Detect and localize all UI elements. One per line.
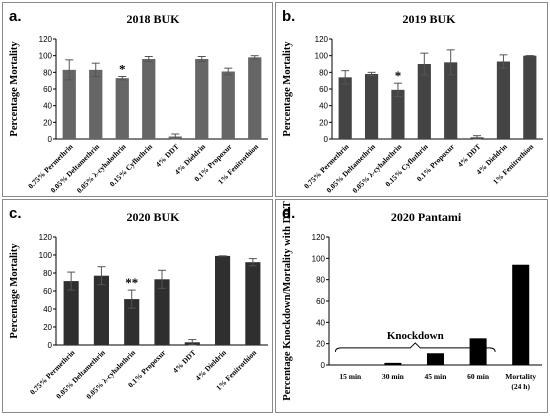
chart-panel-b: b. 2019 BUK Percentage Mortality 0 20 40 60 80 1… (275, 2, 548, 197)
y-tick-label: 120 (39, 35, 53, 44)
y-tick-label: 100 (39, 251, 53, 260)
y-tick-label: 100 (39, 52, 53, 61)
x-tick-label-line: 60 min (467, 372, 490, 381)
x-tick-label-line: 45 min (425, 372, 448, 381)
y-tick-label: 0 (324, 135, 329, 144)
significance-marker: * (395, 68, 402, 83)
x-tick-label-line: 30 min (382, 372, 405, 381)
y-tick-label: 40 (319, 102, 328, 111)
annotation-brace (334, 342, 496, 352)
x-tick-label-line: (24 h) (511, 382, 530, 391)
y-tick-label: 80 (316, 276, 325, 285)
y-tick-label: 20 (43, 323, 52, 332)
y-tick-label: 60 (319, 85, 328, 94)
annotation-text: Knockdown (387, 330, 444, 342)
x-tick-label: 45 min (425, 372, 448, 381)
chart-svg: c. 2020 BUK Percentage Mortality 0 20 40 60 80 1… (9, 205, 268, 401)
bar (417, 64, 431, 139)
y-axis-label: Percentage Mortality (282, 41, 293, 137)
chart-title: 2020 BUK (126, 210, 180, 224)
bar (391, 89, 405, 139)
x-tick-label: Mortality (24 h) (505, 372, 536, 391)
panel-label: c. (9, 205, 22, 222)
y-tick-label: 120 (315, 35, 329, 44)
y-tick-label: 60 (316, 297, 325, 306)
x-tick-label: 60 min (467, 372, 490, 381)
chart-title: 2020 Pantami (391, 210, 462, 224)
y-tick-label: 80 (43, 68, 52, 77)
y-tick-label: 0 (321, 361, 326, 370)
x-tick-label-line: Mortality (505, 372, 536, 381)
chart-panel-a: a. 2018 BUK Percentage Mortality 0 20 40 60 80 1… (2, 2, 273, 197)
bar (426, 353, 445, 365)
x-tick-label: 4% DDT (171, 348, 198, 375)
bar (154, 279, 170, 345)
y-tick-label: 60 (43, 85, 52, 94)
x-tick-label: 0.05% λ-cyhalothrin (75, 141, 128, 194)
x-tick-label: 15 min (339, 372, 362, 381)
bar (221, 71, 235, 139)
chart-panel-c: c. 2020 BUK Percentage Mortality 0 20 40 60 80 1… (2, 199, 273, 413)
y-tick-label: 40 (316, 318, 325, 327)
y-tick-label: 20 (319, 118, 328, 127)
bar (248, 57, 262, 140)
y-tick-label: 120 (312, 233, 326, 242)
y-tick-label: 20 (316, 340, 325, 349)
panel-label: b. (282, 8, 295, 25)
x-tick-label-line: 0.75% Permethrin (302, 141, 351, 190)
y-tick-label: 80 (43, 269, 52, 278)
y-tick-label: 0 (48, 341, 53, 350)
chart-panel-d: d. 2020 Pantami Percentage Knockdown/Morta… (275, 199, 548, 413)
x-tick-label: 0.75% Permethrin (302, 141, 351, 190)
bar (63, 281, 79, 345)
x-tick-label-line: 0.05% λ-cyhalothrin (75, 141, 128, 194)
y-tick-label: 80 (319, 68, 328, 77)
bar (512, 264, 530, 365)
chart-svg: b. 2019 BUK Percentage Mortality 0 20 40 60 80 1… (282, 8, 543, 195)
bar (338, 77, 352, 139)
bar (523, 55, 537, 139)
y-axis-label: Percentage Mortality (9, 243, 20, 339)
bar (195, 59, 209, 139)
bar (89, 69, 103, 139)
chart-svg: d. 2020 Pantami Percentage Knockdown/Morta… (282, 201, 542, 401)
bar (444, 62, 458, 140)
bar (245, 262, 261, 345)
chart-title: 2019 BUK (402, 12, 456, 26)
chart-title: 2018 BUK (126, 12, 180, 26)
panel-label: a. (9, 8, 22, 25)
bar (93, 275, 109, 345)
x-tick-label: 30 min (382, 372, 405, 381)
y-tick-label: 100 (312, 254, 326, 263)
bar (496, 61, 511, 139)
x-tick-label-line: 4% DDT (171, 348, 198, 375)
x-tick-label-line: 0.05% Deltamethrin (49, 141, 102, 194)
x-tick-label: 0.75% Permethrin (26, 141, 75, 190)
bar (469, 338, 487, 365)
y-tick-label: 40 (43, 305, 52, 314)
y-tick-label: 120 (39, 233, 53, 242)
x-tick-label: 0.05% Deltamethrin (49, 141, 102, 194)
bar (384, 362, 402, 365)
bar (115, 78, 129, 139)
bar (215, 255, 231, 345)
x-tick-label-line: 0.75% Permethrin (26, 141, 75, 190)
bar (62, 69, 76, 139)
chart-svg: a. 2018 BUK Percentage Mortality 0 20 40 60 80 1… (9, 8, 268, 195)
bar (124, 299, 140, 345)
y-tick-label: 100 (315, 52, 329, 61)
significance-marker: ** (125, 275, 138, 290)
y-tick-label: 20 (43, 118, 52, 127)
y-axis-label: Percentage Mortality (9, 41, 20, 137)
y-axis-label: Percentage Knockdown/Mortality with DDT (282, 201, 293, 401)
panel-label: d. (282, 205, 295, 222)
y-tick-label: 60 (43, 287, 52, 296)
y-tick-label: 40 (43, 102, 52, 111)
y-tick-label: 0 (48, 135, 53, 144)
bar (142, 59, 156, 139)
bar (364, 74, 379, 139)
significance-marker: * (119, 62, 126, 77)
x-tick-label-line: 15 min (339, 372, 362, 381)
